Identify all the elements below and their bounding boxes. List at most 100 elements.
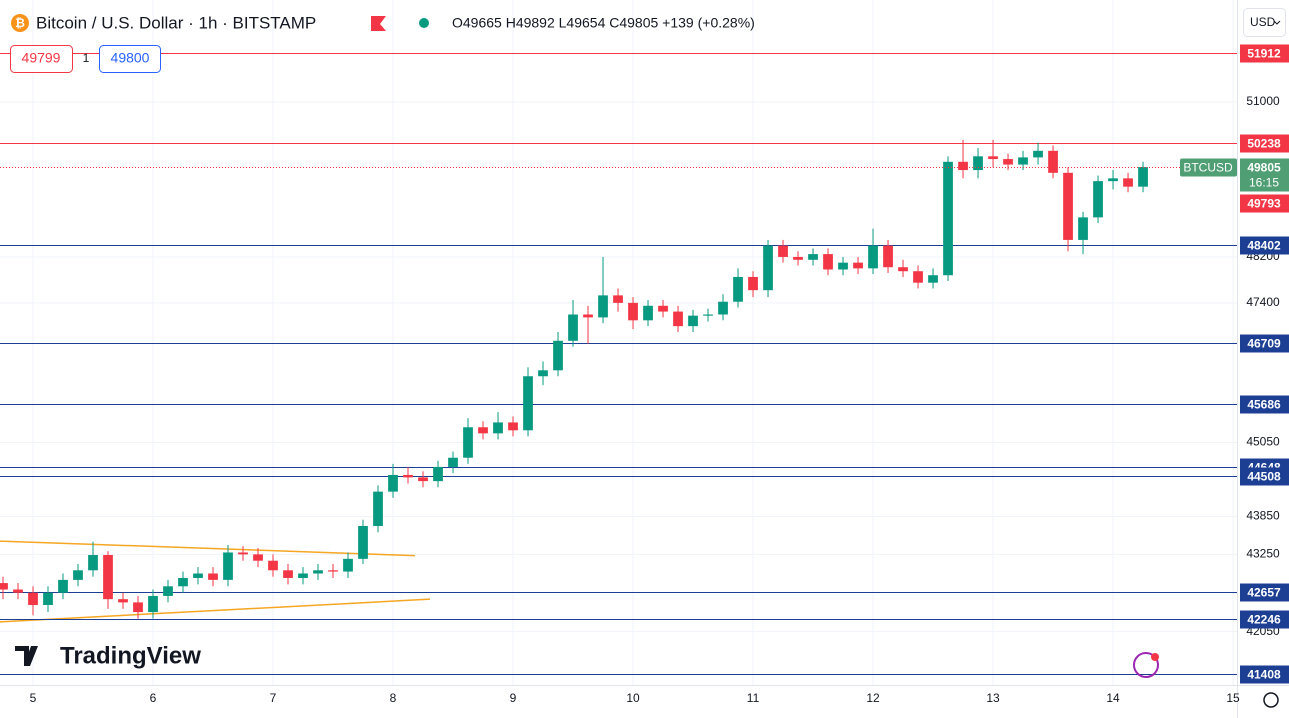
x-tick-label: 5	[30, 691, 37, 705]
candle-body	[688, 315, 698, 327]
candle-body	[643, 305, 653, 321]
spread: 1	[83, 51, 90, 65]
alert-icon[interactable]	[1133, 652, 1159, 678]
btc-symbol: ₿	[15, 16, 25, 30]
buy-button[interactable]	[99, 45, 161, 73]
candle-body	[403, 474, 413, 478]
candle-body	[1003, 159, 1013, 165]
countdown: 16:15	[1249, 176, 1279, 190]
candle-body	[868, 245, 878, 269]
candle-body	[928, 275, 938, 283]
symbol-title: Bitcoin / U.S. Dollar · 1h · BITSTAMP	[36, 13, 316, 32]
candle-body	[58, 579, 68, 593]
y-tick-label: 51000	[1246, 94, 1280, 108]
candle-body	[133, 602, 143, 613]
level-label-bg	[1240, 334, 1289, 353]
candle-body	[1063, 172, 1073, 240]
candle-body	[763, 245, 773, 291]
candle-body	[838, 262, 848, 270]
candle-body	[328, 570, 338, 572]
candle-body	[493, 422, 503, 434]
x-tick-label: 7	[270, 691, 277, 705]
candle-body	[808, 254, 818, 260]
candle-body	[28, 592, 38, 605]
y-tick-label: 47400	[1246, 295, 1280, 309]
candle-body	[958, 161, 968, 171]
status-dot	[419, 18, 429, 28]
candle-body	[613, 295, 623, 303]
sell-price: 49799	[22, 50, 61, 66]
candle-body	[148, 595, 158, 613]
candle-body	[568, 314, 578, 341]
level-label: 44508	[1247, 470, 1281, 484]
last-price: 49805	[1247, 161, 1281, 175]
flag-icon[interactable]	[371, 16, 386, 31]
level-label: 41408	[1247, 668, 1281, 682]
buy-price: 49800	[111, 50, 150, 66]
candle-body	[433, 466, 443, 482]
settings-icon[interactable]	[1263, 692, 1279, 708]
currency-button[interactable]	[1243, 8, 1286, 37]
alert-badge	[1151, 653, 1159, 661]
level-label-bg	[1240, 610, 1289, 629]
x-tick-label: 9	[510, 691, 517, 705]
candle-body	[208, 573, 218, 580]
x-tick-label: 10	[626, 691, 640, 705]
candle-body	[988, 156, 998, 160]
candle-body	[538, 370, 548, 377]
candle-body	[223, 552, 233, 580]
candle-body	[73, 570, 83, 580]
candle-body	[1138, 167, 1148, 187]
level-label-bg	[1240, 467, 1289, 486]
candle-body	[673, 311, 683, 327]
level-label-bg	[1240, 134, 1289, 153]
candle-body	[43, 592, 53, 605]
candle-body	[943, 161, 953, 276]
sell-button[interactable]	[10, 45, 73, 73]
x-tick-label: 8	[390, 691, 397, 705]
candle-body	[598, 295, 608, 318]
candle-body	[0, 583, 8, 590]
candle-body	[1108, 178, 1118, 182]
candle-body	[748, 276, 758, 291]
symbol-tag-bg	[1180, 158, 1237, 177]
candle-body	[1078, 217, 1088, 240]
candle-body	[358, 525, 368, 559]
candle-body	[313, 570, 323, 574]
candle-body	[733, 276, 743, 302]
candle-body	[478, 427, 488, 434]
btc-icon	[11, 14, 29, 32]
candle-body	[238, 552, 248, 555]
level-label: 45686	[1247, 398, 1281, 412]
candle-body	[448, 457, 458, 467]
candle-body	[583, 314, 593, 318]
candle-body	[853, 262, 863, 269]
candle-body	[178, 577, 188, 587]
candle-body	[268, 560, 278, 571]
candle-body	[118, 599, 128, 603]
level-label-bg	[1240, 665, 1289, 684]
bid-price-bg	[1240, 194, 1289, 213]
candle-body	[913, 271, 923, 283]
symbol-tag: BTCUSD	[1183, 161, 1233, 175]
currency-caret	[1273, 20, 1281, 25]
candle-body	[658, 305, 668, 312]
candle-body	[103, 555, 113, 600]
plot	[0, 0, 1237, 685]
candle-body	[343, 558, 353, 572]
level-label-bg	[1240, 583, 1289, 602]
last-price-bg	[1240, 158, 1289, 192]
level-label: 46709	[1247, 337, 1281, 351]
x-tick-label: 13	[986, 691, 1000, 705]
candle-body	[508, 422, 518, 431]
candle-body	[823, 254, 833, 270]
bid-price: 49793	[1247, 197, 1281, 211]
currency: USD	[1250, 15, 1276, 29]
candle-body	[793, 256, 803, 260]
level-label: 42657	[1247, 586, 1281, 600]
x-tick-label: 14	[1106, 691, 1120, 705]
candle-body	[163, 586, 173, 596]
trendline	[0, 540, 415, 557]
